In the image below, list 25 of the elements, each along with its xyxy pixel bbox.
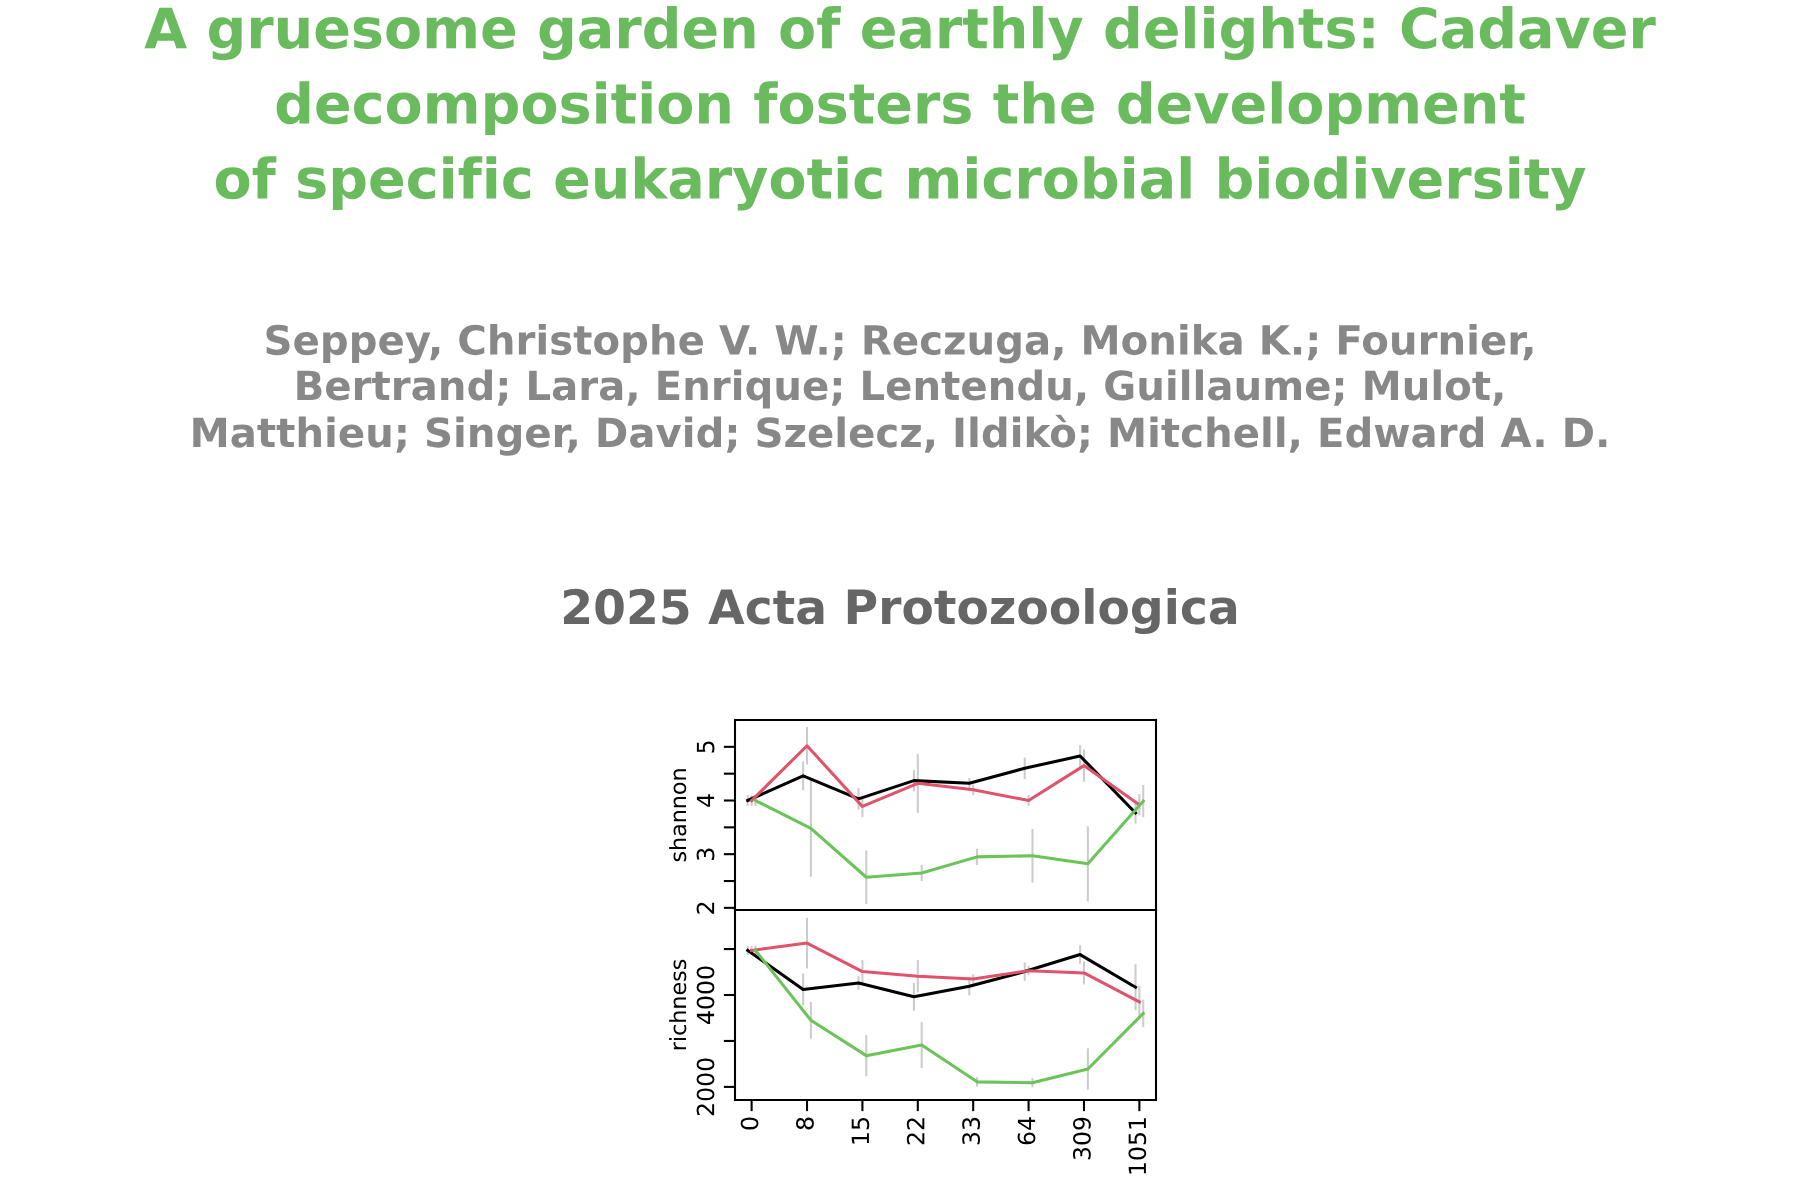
x-tick-label: 1051 xyxy=(1128,1118,1147,1174)
chart-title: A gruesome garden of earthly delights: Cadaver decomposition fosters the development of specific eukaryotic microbial biodiversity xyxy=(144,6,1656,211)
y-tick-label: 4 xyxy=(696,794,715,807)
y-tick-label: 4000 xyxy=(696,966,715,1024)
y-tick-label: 2000 xyxy=(696,1058,715,1116)
y-tick-label: 3 xyxy=(696,848,715,860)
x-tick-label: 309 xyxy=(1072,1117,1091,1160)
line-series xyxy=(753,798,1145,879)
line-series xyxy=(750,744,1141,808)
line-series xyxy=(746,948,1138,999)
chart-subtitle: Seppey, Christophe V. W.; Reczuga, Monika K.; Fournier, Bertrand; Lara, Enrique; Lentendu, Guillaume; Mulot, Matthieu; Singer, David; Szelecz, Ildikò; Mitchell, Edward A. D. xyxy=(193,324,1607,456)
line-series xyxy=(746,754,1138,815)
y-axis-title: shannon xyxy=(669,769,687,862)
y-axis-title: richness xyxy=(669,959,687,1050)
x-tick-label: 0 xyxy=(740,1117,759,1130)
line-series xyxy=(750,941,1141,1004)
x-tick-label: 64 xyxy=(1017,1117,1036,1145)
y-tick-label: 2 xyxy=(696,902,715,914)
x-tick-label: 15 xyxy=(851,1118,870,1144)
text: 2025 Acta Protozoologica xyxy=(563,588,1237,635)
y-tick-label: 5 xyxy=(696,741,715,753)
x-tick-label: 33 xyxy=(962,1117,981,1145)
line-series xyxy=(753,948,1145,1085)
x-tick-label: 8 xyxy=(796,1117,814,1130)
x-tick-label: 22 xyxy=(906,1118,925,1145)
